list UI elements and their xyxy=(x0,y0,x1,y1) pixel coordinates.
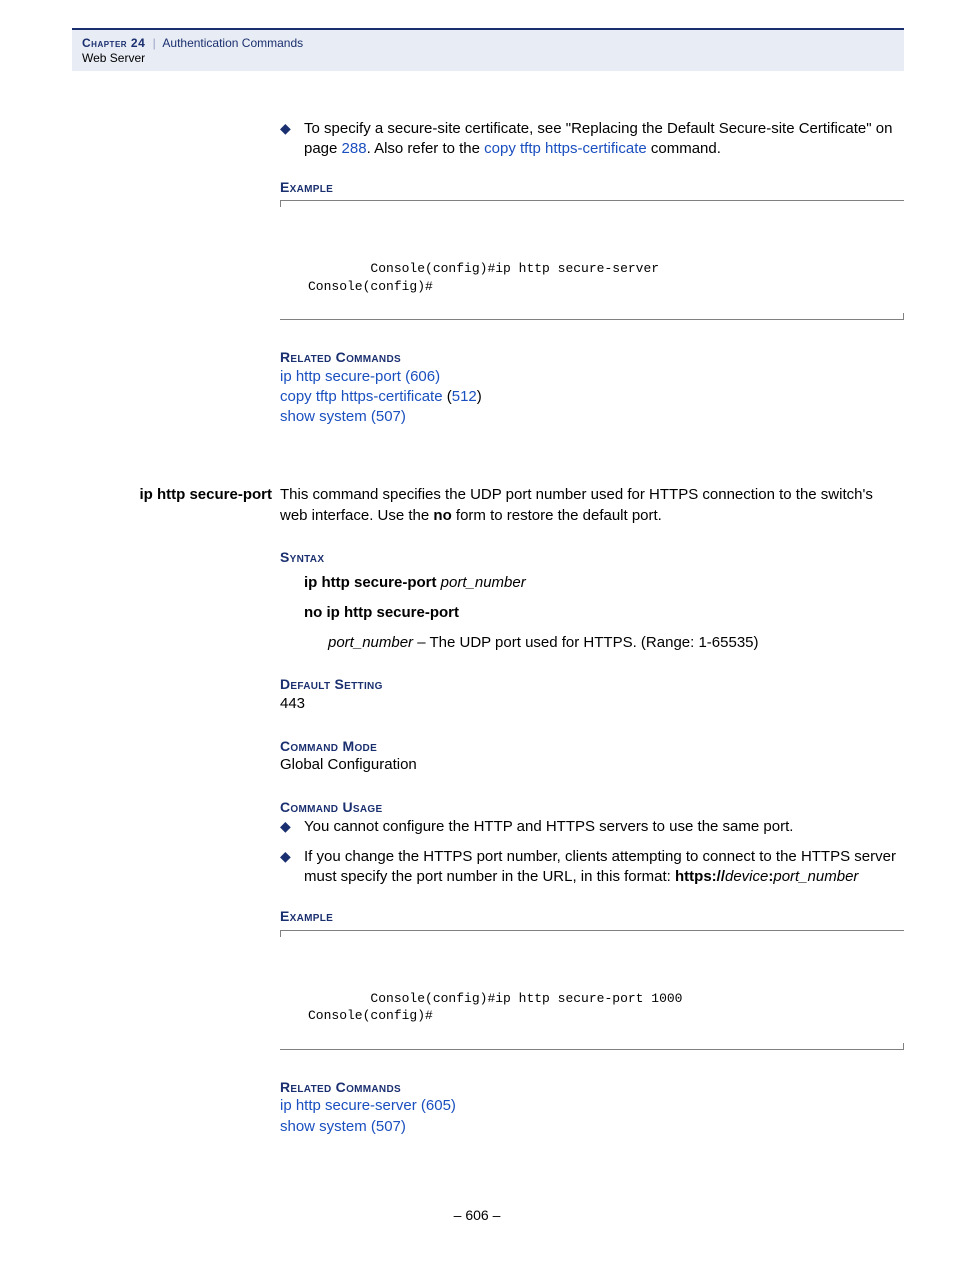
chapter-title: Authentication Commands xyxy=(162,36,303,50)
page-ref-288[interactable]: 288 xyxy=(342,140,367,157)
code-text-1: Console(config)#ip http secure-server Co… xyxy=(308,261,659,294)
cmd-desc-no: no xyxy=(433,507,451,524)
code-text-2: Console(config)#ip http secure-port 1000… xyxy=(308,991,682,1024)
param-desc: port_number – The UDP port used for HTTP… xyxy=(328,633,904,653)
syntax-line-1: ip http secure-port port_number xyxy=(304,573,904,593)
link-page-507[interactable]: (507) xyxy=(371,408,406,425)
link-copy-tftp-https-certificate-2[interactable]: copy tftp https-certificate xyxy=(280,388,443,405)
diamond-icon: ◆ xyxy=(280,817,304,837)
command-mode-heading: Command Mode xyxy=(280,737,904,756)
example-heading-2: Example xyxy=(280,907,904,926)
link-page-512[interactable]: 512 xyxy=(452,388,477,405)
usage-bullet-2: ◆ If you change the HTTPS port number, c… xyxy=(280,847,904,888)
default-setting-heading: Default Setting xyxy=(280,675,904,694)
link-page-606[interactable]: (606) xyxy=(405,368,440,385)
related-commands-heading-1: Related Commands xyxy=(280,348,904,367)
diamond-icon: ◆ xyxy=(280,119,304,139)
chapter-subtitle: Web Server xyxy=(82,51,894,65)
intro-bullet: ◆ To specify a secure-site certificate, … xyxy=(280,119,904,160)
link-show-system[interactable]: show system xyxy=(280,408,367,425)
intro-text-b: . Also refer to the xyxy=(367,140,485,157)
command-mode-value: Global Configuration xyxy=(280,755,904,775)
code-example-2: Console(config)#ip http secure-port 1000… xyxy=(280,930,904,1049)
page-number: – 606 – xyxy=(0,1207,954,1223)
cmd-desc-b: form to restore the default port. xyxy=(452,507,662,524)
example-heading-1: Example xyxy=(280,178,904,197)
link-ip-http-secure-port[interactable]: ip http secure-port xyxy=(280,368,401,385)
link-copy-tftp-https-certificate[interactable]: copy tftp https-certificate xyxy=(484,140,647,157)
diamond-icon: ◆ xyxy=(280,847,304,867)
command-usage-heading: Command Usage xyxy=(280,798,904,817)
command-name-label: ip http secure-port xyxy=(72,485,280,505)
link-show-system-2[interactable]: show system xyxy=(280,1118,367,1135)
page-header: Chapter 24 | Authentication Commands Web… xyxy=(72,30,904,71)
usage-bullet-1: ◆ You cannot configure the HTTP and HTTP… xyxy=(280,817,904,837)
link-page-507-b[interactable]: (507) xyxy=(371,1118,406,1135)
default-setting-value: 443 xyxy=(280,694,904,714)
link-page-605[interactable]: (605) xyxy=(421,1097,456,1114)
code-example-1: Console(config)#ip http secure-server Co… xyxy=(280,200,904,319)
syntax-line-2: no ip http secure-port xyxy=(304,603,904,623)
chapter-separator: | xyxy=(149,36,160,50)
chapter-label: Chapter 24 xyxy=(82,36,145,50)
syntax-heading: Syntax xyxy=(280,548,904,567)
intro-text-c: command. xyxy=(647,140,721,157)
related-commands-heading-2: Related Commands xyxy=(280,1078,904,1097)
link-ip-http-secure-server[interactable]: ip http secure-server xyxy=(280,1097,417,1114)
